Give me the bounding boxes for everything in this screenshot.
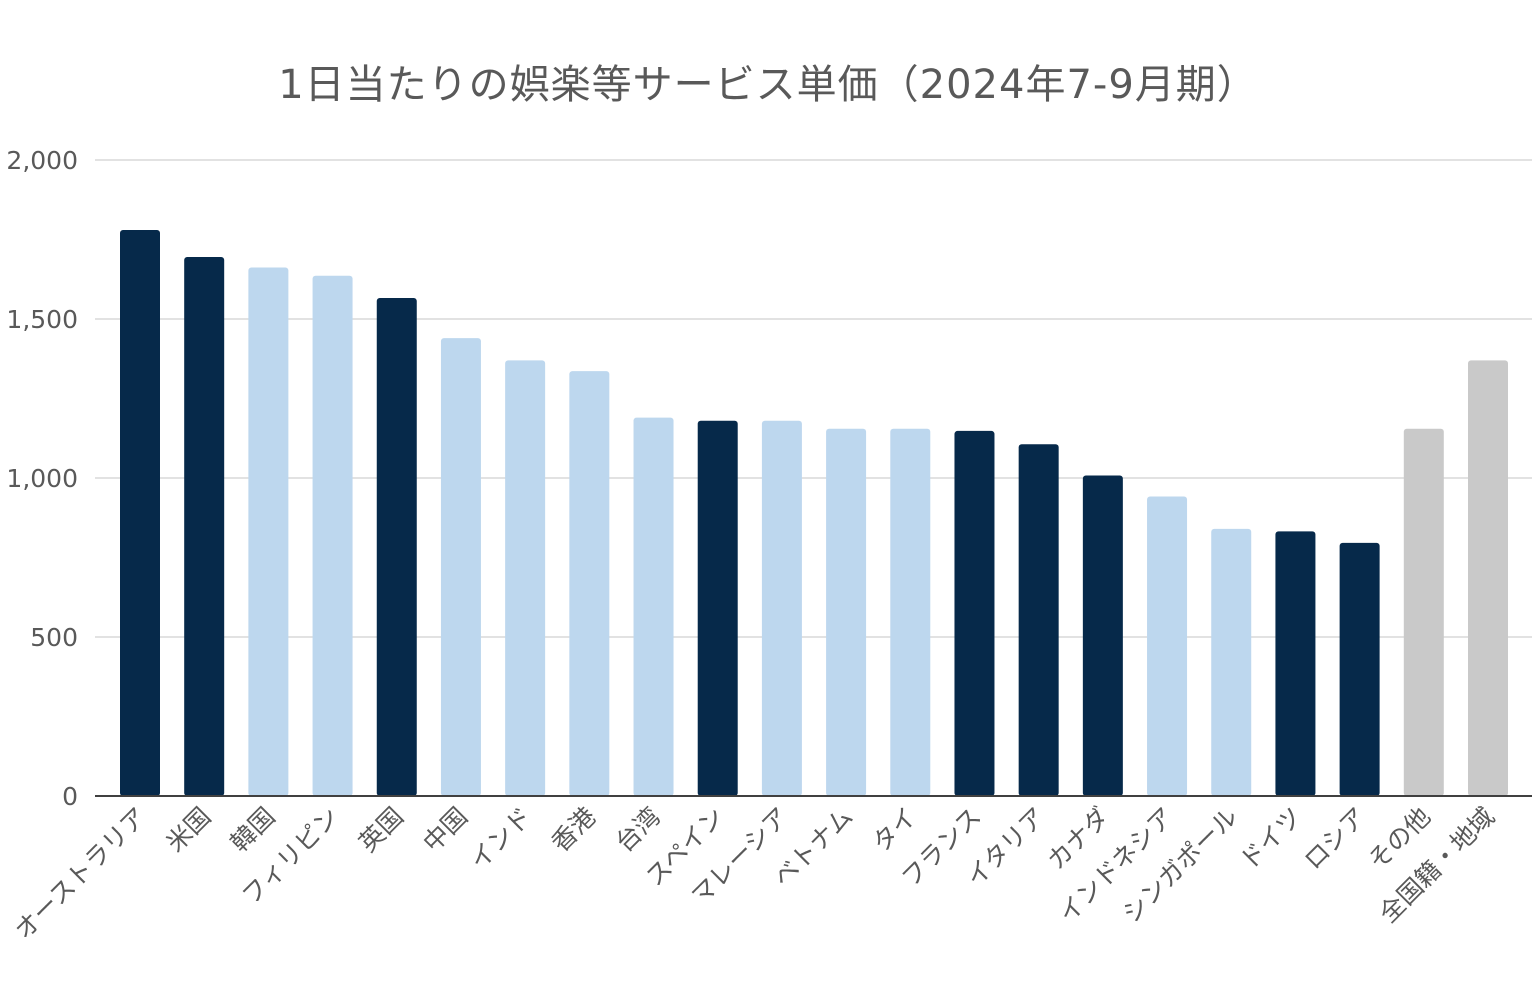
bar [697, 420, 738, 796]
y-tick-label: 500 [30, 623, 78, 652]
bar [890, 428, 931, 796]
bar [120, 229, 160, 796]
y-axis-tick-labels: 0 500 1,000 1,500 2,000 [6, 146, 78, 811]
gridlines [95, 159, 1532, 638]
bar [1018, 444, 1059, 796]
bar [184, 256, 225, 796]
y-tick-label: 0 [62, 782, 78, 811]
bar [761, 420, 802, 796]
bars [120, 229, 1508, 796]
bar [633, 417, 674, 796]
bar [1147, 496, 1188, 796]
x-tick-label: タイ [867, 802, 923, 858]
y-tick-label: 1,500 [6, 305, 78, 334]
bar [1082, 475, 1123, 796]
bar [1403, 428, 1444, 796]
bar [569, 371, 610, 796]
x-tick-label: 香港 [546, 802, 602, 858]
x-tick-label: ロシア [1298, 802, 1372, 876]
bar [1468, 360, 1508, 796]
bar [312, 275, 353, 796]
x-tick-label: 米国 [161, 802, 217, 858]
x-tick-label: インド [464, 802, 538, 876]
y-tick-label: 1,000 [6, 464, 78, 493]
x-tick-label: 韓国 [225, 802, 281, 858]
bar [505, 360, 546, 796]
bar [1211, 528, 1252, 796]
x-tick-label: オーストラリア [9, 802, 152, 945]
chart-title: 1日当たりの娯楽等サービス単価（2024年7-9月期） [278, 62, 1258, 108]
x-tick-label: ドイツ [1234, 802, 1308, 876]
bar [248, 267, 289, 796]
bar [1275, 531, 1316, 796]
y-tick-label: 2,000 [6, 146, 78, 175]
bar [954, 430, 995, 796]
bar [440, 338, 481, 796]
x-tick-label: 中国 [417, 802, 473, 858]
x-tick-label: 英国 [353, 802, 409, 858]
bar [826, 428, 867, 796]
bar [1339, 542, 1380, 796]
bar [376, 298, 417, 796]
x-tick-label: 台湾 [610, 802, 666, 858]
